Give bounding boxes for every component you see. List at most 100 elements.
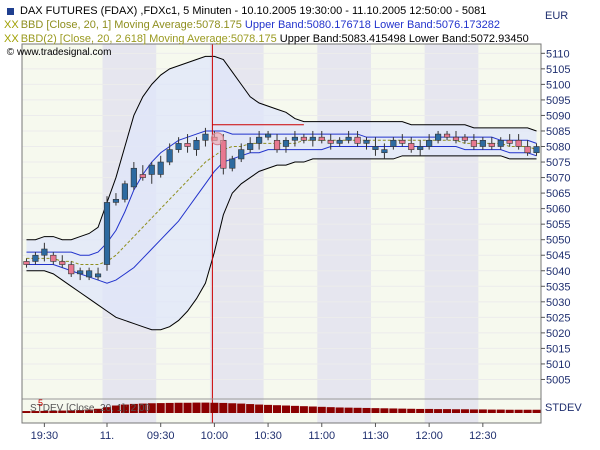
candle-body xyxy=(112,199,120,203)
candle-body xyxy=(443,133,451,138)
x-tick-label: 11. xyxy=(100,430,114,442)
y-tick-label: 5055 xyxy=(546,219,570,231)
y-tick-label: 5065 xyxy=(546,188,570,200)
candle-body xyxy=(238,149,245,160)
candle-body xyxy=(488,143,495,147)
moving-average-line xyxy=(26,139,537,266)
stdev-bar xyxy=(120,404,129,413)
stdev-bar xyxy=(246,404,255,413)
legend-title-row: DAX FUTURES (FDAX) ,FDXc1, 5 Minuten - 1… xyxy=(4,4,529,18)
candle-body xyxy=(327,139,334,144)
stdev-bar xyxy=(514,409,523,413)
x-tick-label: 12:00 xyxy=(415,430,443,442)
stdev-bar xyxy=(138,403,147,413)
candle-body xyxy=(426,139,433,147)
cursor-marker xyxy=(210,132,224,146)
candle-body xyxy=(354,136,361,144)
candle-body xyxy=(41,248,48,256)
stdev-bar xyxy=(398,408,407,413)
stdev-bar xyxy=(308,406,317,413)
y-tick-label: 5045 xyxy=(546,250,570,262)
y-tick-label: 5005 xyxy=(546,374,570,386)
stdev-bar xyxy=(58,410,67,413)
stdev-bar xyxy=(40,410,49,413)
candle-body xyxy=(59,261,66,265)
copyright-icon: © xyxy=(4,47,17,58)
stdev-bar xyxy=(85,409,94,413)
candle-body xyxy=(336,139,343,144)
stdev-bar xyxy=(532,409,541,413)
bollinger-band-fill xyxy=(26,56,537,330)
stdev-bar xyxy=(487,409,496,413)
stdev-bar xyxy=(129,403,138,413)
stdev-bar xyxy=(443,409,452,413)
y-tick-label: 5050 xyxy=(546,235,570,247)
candle-body xyxy=(202,133,209,141)
candle-body xyxy=(318,136,325,141)
candle-body xyxy=(229,158,236,169)
stdev-tick-label: 5 xyxy=(38,398,43,408)
y-tick-label: 5010 xyxy=(546,359,570,371)
stdev-bar xyxy=(407,408,416,413)
candle-body xyxy=(417,146,424,150)
stdev-bar xyxy=(371,408,380,413)
stdev-bar xyxy=(425,408,434,413)
stdev-bar xyxy=(478,409,487,413)
stdev-bar xyxy=(156,403,165,413)
x-tick-label: 09:30 xyxy=(147,430,175,442)
session-stripe xyxy=(424,44,479,423)
candle-body xyxy=(32,254,39,262)
stdev-bar xyxy=(353,407,362,413)
x-tick-label: 19:30 xyxy=(31,430,59,442)
candle-body xyxy=(175,143,182,150)
outer-upper-band xyxy=(26,55,537,241)
legend-bbd2: BBD(2) [Close, 20, 2.618] Moving Average… xyxy=(20,33,277,45)
stdev-bar xyxy=(290,405,299,413)
stdev-bar xyxy=(434,409,443,413)
candle-body xyxy=(139,174,146,178)
y-tick-label: 5100 xyxy=(546,79,570,91)
stdev-bar xyxy=(326,407,335,413)
stdev-bar xyxy=(192,402,201,413)
stdev-bar xyxy=(165,402,174,413)
stdev-bar xyxy=(174,402,183,413)
stdev-bar xyxy=(299,406,308,413)
inner-upper-band xyxy=(26,130,537,256)
y-tick-label: 5090 xyxy=(546,110,570,122)
outer-lower-band xyxy=(26,155,537,331)
legend-title: DAX FUTURES (FDAX) ,FDXc1, 5 Minuten - 1… xyxy=(20,5,487,17)
stdev-bar xyxy=(317,406,326,413)
candle-body xyxy=(94,273,102,278)
stdev-bar xyxy=(22,411,31,413)
candle-body xyxy=(372,146,379,150)
stdev-bar xyxy=(76,410,85,413)
candle-body xyxy=(273,139,281,150)
candle-body xyxy=(408,143,415,150)
candle-body xyxy=(470,139,477,147)
legend-bbd1-bands: Upper Band:5080.176718 Lower Band:5076.1… xyxy=(244,19,500,31)
stdev-bar xyxy=(201,402,210,413)
candle-body xyxy=(184,143,191,147)
stdev-bar xyxy=(94,408,103,413)
candle-body xyxy=(363,139,370,144)
stdev-bar xyxy=(281,405,291,413)
y-tick-label: 5040 xyxy=(546,266,570,278)
stdev-bar xyxy=(237,403,246,413)
candle-body xyxy=(479,139,486,147)
y-tick-label: 5080 xyxy=(546,142,570,154)
y-tick-label: 5060 xyxy=(546,204,570,216)
legend-bbd1-row: XX BBD [Close, 20, 1] Moving Average:507… xyxy=(4,18,529,32)
stdev-bar xyxy=(31,411,40,413)
stdev-bar xyxy=(228,403,237,413)
stdev-bar xyxy=(49,410,58,413)
stdev-bar xyxy=(67,410,76,413)
stdev-bar xyxy=(210,402,219,413)
candle-body xyxy=(497,139,504,147)
plot-frame xyxy=(21,43,542,424)
stdev-bar xyxy=(523,409,532,413)
y-tick-label: 5070 xyxy=(546,173,570,185)
stdev-bar xyxy=(496,409,505,413)
stdev-bar xyxy=(389,408,398,413)
x-tick-label: 11:00 xyxy=(308,430,335,442)
